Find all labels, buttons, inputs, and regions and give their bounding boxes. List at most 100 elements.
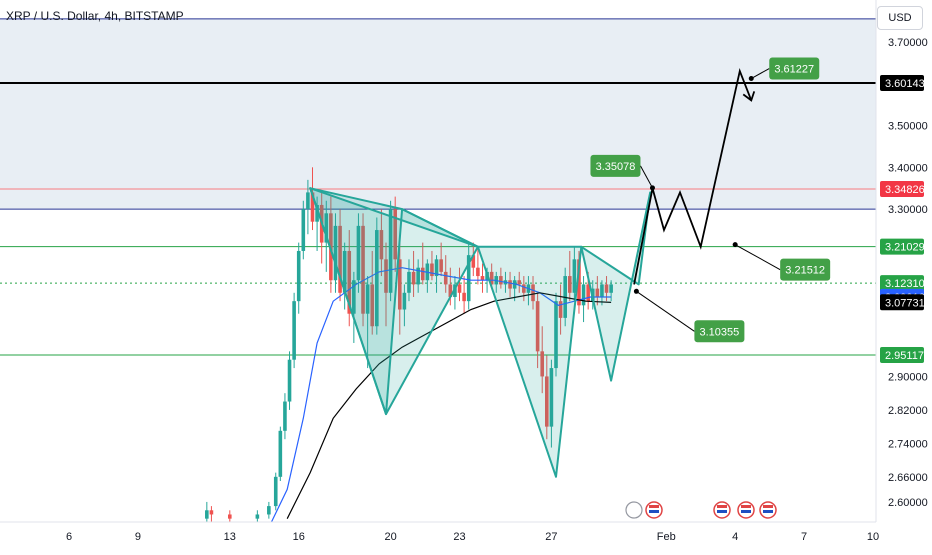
flag-stripe-icon — [717, 505, 727, 508]
price-badge — [880, 238, 924, 255]
candle-body — [420, 267, 425, 281]
flag-stripe-icon — [741, 510, 751, 513]
candle-body — [577, 259, 581, 306]
price-badge — [880, 180, 924, 197]
candle-body — [439, 259, 443, 272]
callout-leader — [734, 244, 781, 271]
candle-body — [471, 255, 476, 268]
x-tick-label: 13 — [224, 531, 236, 543]
candle-body — [283, 401, 287, 431]
candle-body — [273, 476, 278, 507]
callout-point — [649, 185, 655, 191]
price-callout[interactable] — [694, 320, 745, 343]
flag-stripe-icon — [741, 505, 751, 508]
candle-body — [508, 280, 512, 289]
candle-body — [384, 259, 388, 293]
x-tick-label: 9 — [135, 531, 141, 543]
candle-body — [324, 213, 329, 243]
y-tick-label: 3.40000 — [888, 162, 928, 174]
candle-body — [301, 209, 306, 251]
x-tick-label: 6 — [66, 531, 72, 543]
candle-body — [267, 506, 271, 515]
x-tick-label: 7 — [801, 531, 807, 543]
candle-body — [457, 284, 462, 293]
price-badge-label: 3.60143 — [885, 78, 925, 90]
candle-body — [531, 284, 535, 302]
candle-body — [535, 301, 540, 352]
price-badge-label: 3.12310 — [885, 278, 925, 290]
price-badge-label: 3.07731 — [885, 297, 925, 309]
candle-body — [352, 280, 356, 314]
currency-button[interactable]: USD — [877, 6, 923, 30]
x-tick-label: 20 — [384, 531, 396, 543]
harmonic-pattern[interactable] — [580, 191, 652, 382]
price-callout[interactable] — [590, 154, 641, 177]
price-callout-label: 3.61227 — [774, 64, 814, 76]
y-tick-label: 2.82000 — [888, 405, 928, 417]
candle-body — [287, 359, 292, 402]
y-tick-label: 2.90000 — [888, 371, 928, 383]
candle-body — [586, 284, 590, 302]
candle-body — [522, 284, 526, 293]
candle-body — [205, 510, 209, 519]
flag-stripe-icon — [649, 505, 659, 508]
candle-body — [434, 259, 439, 277]
candle-body — [545, 376, 549, 427]
candle-body — [609, 284, 613, 293]
x-tick-label: 27 — [545, 531, 557, 543]
candle-body — [462, 292, 466, 302]
candle-body — [595, 288, 600, 297]
candle-body — [375, 230, 379, 327]
harmonic-pattern[interactable] — [476, 245, 583, 478]
price-badge-label: 3.34826 — [885, 184, 925, 196]
candle-body — [567, 276, 572, 293]
y-tick-label: 2.60000 — [888, 497, 928, 509]
candle-body — [604, 284, 609, 293]
callout-point — [748, 76, 754, 82]
candle-body — [466, 255, 471, 302]
price-callout-label: 3.10355 — [700, 326, 740, 338]
candle-body — [393, 209, 397, 260]
price-callout[interactable] — [769, 57, 820, 80]
candle-body — [333, 225, 338, 281]
price-callout[interactable] — [780, 258, 831, 281]
candle-body — [549, 368, 554, 427]
x-tick-label: 16 — [293, 531, 305, 543]
price-callout-label: 3.21512 — [785, 265, 825, 277]
candle-body — [558, 301, 563, 318]
price-badge-label: 3.21029 — [885, 242, 925, 254]
candle-body — [356, 225, 361, 281]
candle-body — [388, 209, 393, 293]
candle-body — [209, 510, 214, 515]
candle-body — [416, 267, 420, 285]
candle-body — [379, 230, 384, 260]
flag-stripe-icon — [717, 510, 727, 513]
callout-leader — [751, 68, 770, 79]
candle-body — [296, 250, 301, 302]
candle-body — [448, 284, 453, 297]
candle-body — [600, 284, 604, 297]
callout-point — [633, 288, 639, 294]
callout-leader — [640, 165, 653, 189]
candle-body — [338, 225, 342, 293]
chart-title: XRP / U.S. Dollar, 4h, BITSTAMP — [6, 9, 184, 23]
y-tick-label: 3.70000 — [888, 37, 928, 49]
x-tick-label: 10 — [867, 531, 879, 543]
candle-body — [365, 284, 370, 314]
y-tick-label: 3.30000 — [888, 204, 928, 216]
candle-body — [499, 276, 503, 285]
candle-body — [361, 225, 365, 314]
dividend-event-icon[interactable] — [625, 501, 643, 519]
candle-body — [228, 514, 232, 519]
flag-stripe-icon — [649, 510, 659, 513]
candle-body — [407, 271, 411, 293]
x-tick-label: Feb — [657, 531, 676, 543]
candle-body — [397, 259, 402, 310]
candle-body — [411, 271, 416, 285]
candle-body — [292, 301, 296, 360]
candle-body — [581, 284, 586, 306]
price-badge — [880, 294, 924, 311]
callout-point — [732, 242, 738, 248]
